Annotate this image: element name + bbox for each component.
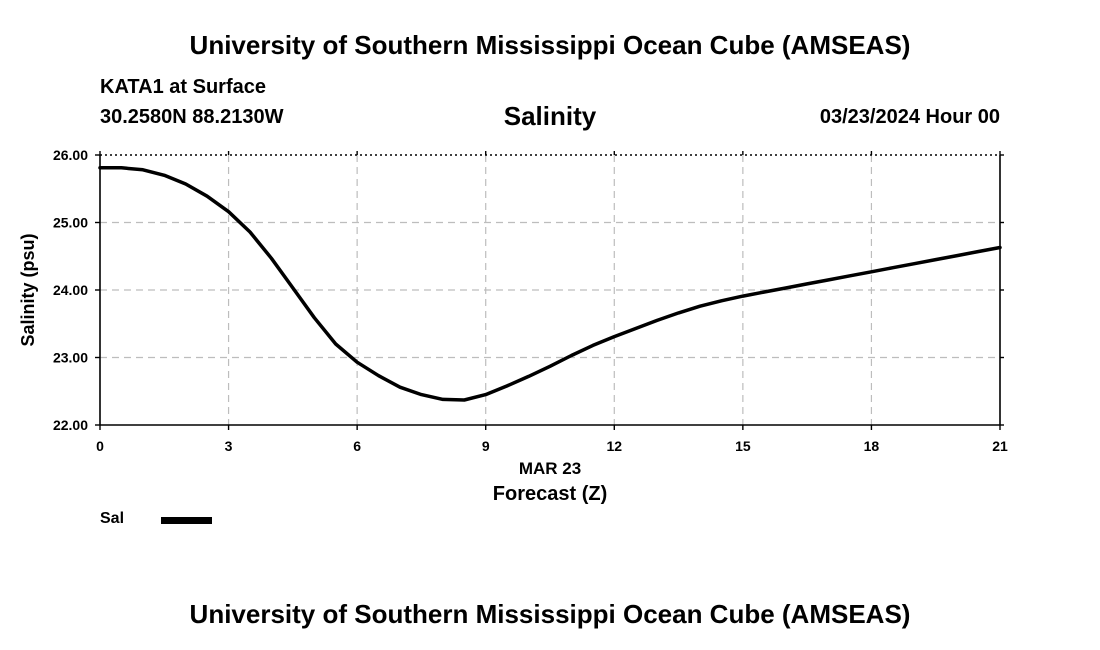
y-axis-title: Salinity (psu) (18, 233, 38, 346)
x-axis-title: Forecast (Z) (493, 483, 607, 505)
x-tick-label: 18 (864, 438, 880, 454)
x-tick-label: 9 (482, 438, 490, 454)
x-tick-label: 0 (96, 438, 104, 454)
page-title: University of Southern Mississippi Ocean… (189, 30, 911, 60)
station-label: KATA1 at Surface (100, 76, 266, 98)
legend-swatch (161, 517, 212, 524)
y-tick-label: 23.00 (53, 350, 88, 366)
x-tick-label: 15 (735, 438, 751, 454)
x-tick-label: 3 (225, 438, 233, 454)
chart-title: Salinity (503, 101, 597, 131)
x-axis-date-label: MAR 23 (519, 459, 581, 478)
y-tick-label: 22.00 (53, 417, 88, 433)
x-tick-label: 12 (606, 438, 622, 454)
legend-label: Sal (100, 510, 125, 527)
footer-title: University of Southern Mississippi Ocean… (189, 599, 911, 629)
x-tick-label: 21 (992, 438, 1008, 454)
x-tick-label: 6 (353, 438, 361, 454)
y-tick-label: 25.00 (53, 215, 88, 231)
forecast-date: 03/23/2024 Hour 00 (819, 106, 1000, 128)
y-tick-label: 26.00 (53, 147, 88, 163)
y-tick-label: 24.00 (53, 282, 88, 298)
station-coordinates: 30.2580N 88.2130W (100, 106, 284, 128)
series-line-sal (98, 166, 1002, 402)
